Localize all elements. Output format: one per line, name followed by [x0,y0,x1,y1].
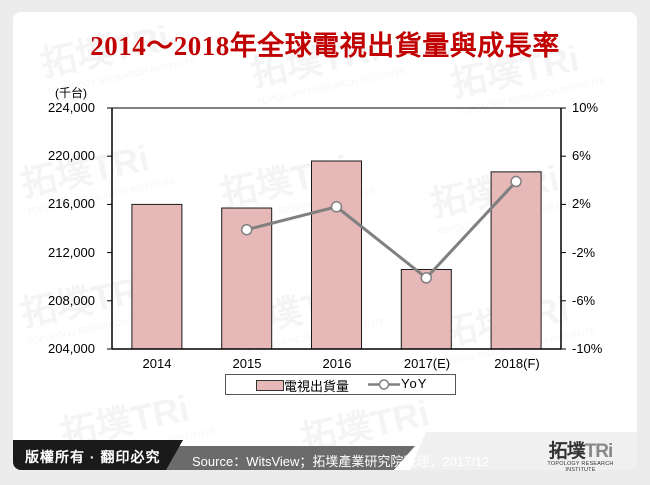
y-left-tick: 212,000 [48,245,95,260]
yoy-marker [330,201,343,213]
logo-chinese: 拓墣 [548,441,586,462]
source-note: Source：WitsView；拓墣產業研究院整理，2017/12 [192,454,490,469]
footer-copyright-band [13,440,183,470]
bar [311,160,362,350]
y-right-tick: 6% [572,148,591,163]
y-left-tick: 220,000 [48,148,95,163]
logo-english: TOPOLOGY RESEARCH INSTITUTE [547,461,614,473]
y-right-tick: 2% [572,196,591,211]
x-tick: 2015 [232,356,262,371]
x-tick: 2018(F) [494,356,540,371]
yoy-marker [510,175,522,188]
logo-tri: TRi [584,441,614,462]
yoy-marker [420,272,433,284]
legend-bar-label: 電視出貨量 [284,379,350,394]
x-tick: 2014 [142,356,172,371]
y-right-tick: -2% [572,245,596,260]
bar [131,203,183,350]
y-right-tick: -6% [572,293,596,308]
y-left-tick: 204,000 [48,341,95,356]
chart-legend: 電視出貨量 YoY [225,374,456,395]
yoy-line-series [240,175,522,284]
chart-title: 2014～2018年全球電視出貨量與成長率 [90,31,560,61]
y-left-tick: 224,000 [48,100,95,115]
legend-line-label: YoY [401,376,428,391]
y-left-tick: 208,000 [48,293,95,308]
x-tick: 2017(E) [403,356,451,371]
y-axis-unit-label: (千台) [55,86,87,100]
copyright-notice: 版權所有 · 翻印必究 [25,449,161,465]
y-left-tick: 216,000 [48,196,95,211]
footer-logo-panel [410,432,637,470]
bar-legend-swatch-icon [256,380,284,391]
x-tick: 2016 [322,356,352,371]
footer-source-band [150,446,415,470]
tri-logo: 拓墣TRi TOPOLOGY RESEARCH INSTITUTE [533,436,628,473]
yoy-marker [240,223,253,236]
line-marker-legend-icon [368,379,400,390]
y-right-tick: -10% [572,341,603,356]
bar-series [131,160,542,350]
y-right-tick: 10% [572,100,599,115]
